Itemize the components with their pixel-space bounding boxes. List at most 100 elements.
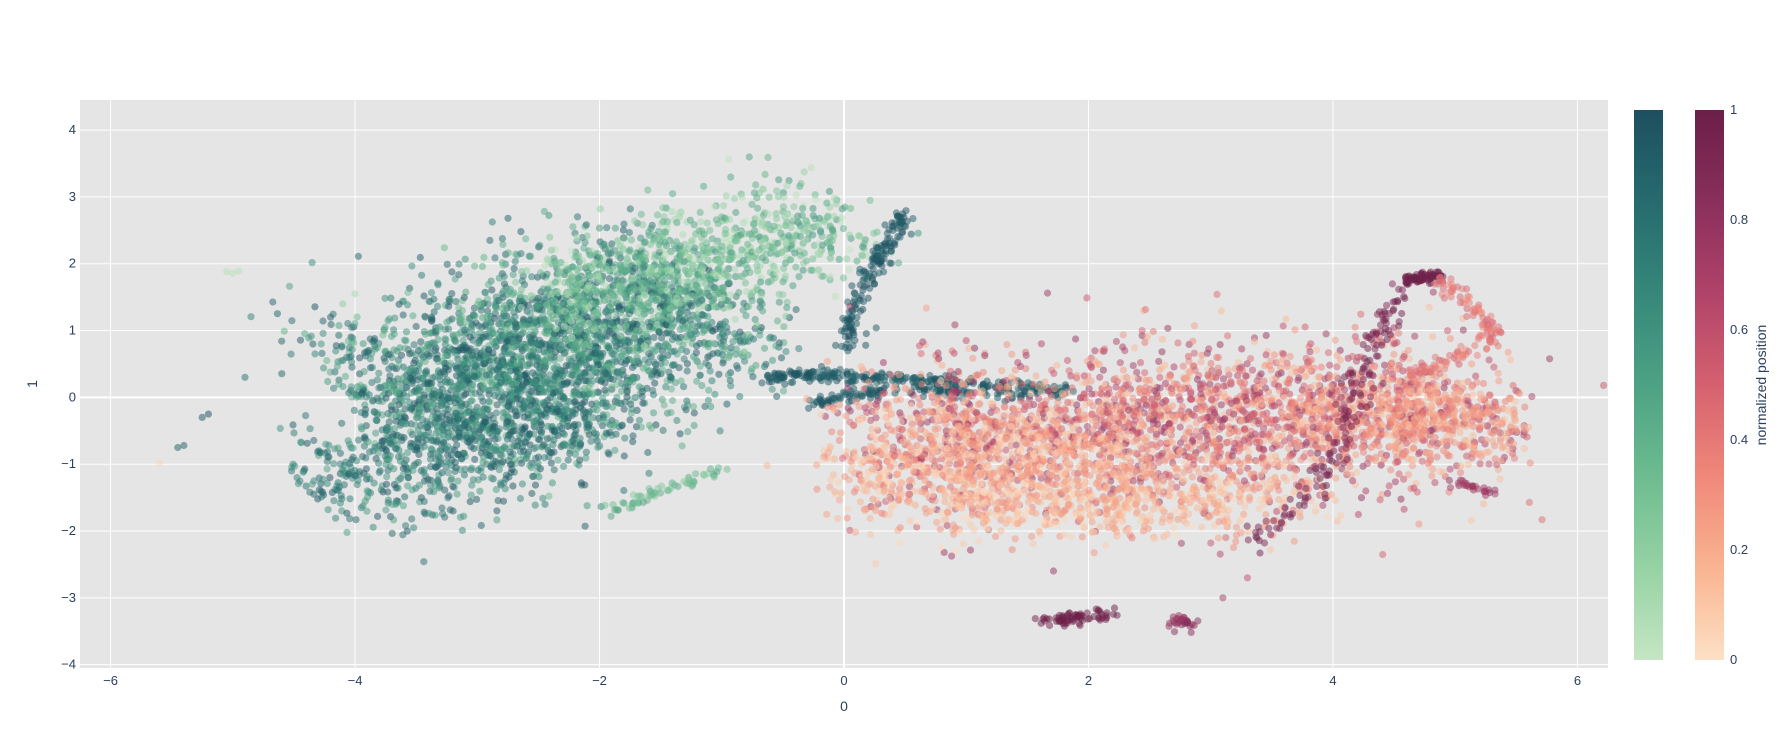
scatter-point: [328, 321, 335, 328]
scatter-point: [587, 438, 594, 445]
scatter-point: [691, 244, 698, 251]
scatter-point: [359, 453, 366, 460]
scatter-point: [386, 425, 393, 432]
scatter-point: [463, 365, 470, 372]
scatter-point: [1600, 382, 1607, 389]
scatter-point: [783, 182, 790, 189]
scatter-point: [514, 443, 521, 450]
scatter-point: [436, 376, 443, 383]
scatter-point: [608, 300, 615, 307]
scatter-point: [690, 261, 697, 268]
scatter-point: [639, 393, 646, 400]
scatter-point: [721, 214, 728, 221]
scatter-point: [423, 367, 430, 374]
scatter-point: [661, 278, 668, 285]
scatter-point: [288, 351, 295, 358]
scatter-point: [500, 262, 507, 269]
scatter-point: [473, 411, 480, 418]
scatter-point: [725, 354, 732, 361]
scatter-point: [846, 316, 853, 323]
scatter-point: [548, 247, 555, 254]
scatter-point: [601, 387, 608, 394]
scatter-point: [452, 394, 459, 401]
scatter-point: [553, 363, 560, 370]
scatter-point: [289, 421, 296, 428]
scatter-point: [421, 498, 428, 505]
scatter-point: [330, 385, 337, 392]
scatter-point: [725, 371, 732, 378]
scatter-point: [478, 394, 485, 401]
scatter-point: [528, 273, 535, 280]
scatter-point: [367, 335, 374, 342]
scatter-point: [435, 336, 442, 343]
scatter-point: [486, 377, 493, 384]
scatter-point: [797, 233, 804, 240]
scatter-point: [1062, 381, 1069, 388]
scatter-point: [534, 407, 541, 414]
scatter-point: [412, 422, 419, 429]
scatter-point: [867, 197, 874, 204]
scatter-point: [319, 489, 326, 496]
scatter-point: [482, 353, 489, 360]
scatter-point: [720, 202, 727, 209]
scatter-point: [452, 338, 459, 345]
scatter-point: [758, 379, 765, 386]
scatter-point: [420, 292, 427, 299]
scatter-point: [642, 250, 649, 257]
scatter-point: [668, 374, 675, 381]
scatter-point: [847, 378, 854, 385]
scatter-point: [468, 326, 475, 333]
scatter-point: [355, 437, 362, 444]
scatter-point: [454, 355, 461, 362]
scatter-point: [730, 226, 737, 233]
scatter-point: [458, 313, 465, 320]
scatter-point: [873, 244, 880, 251]
scatter-point: [319, 317, 326, 324]
scatter-point: [539, 495, 546, 502]
scatter-point: [480, 254, 487, 261]
scatter-point: [419, 355, 426, 362]
scatter-point: [419, 375, 426, 382]
scatter-point: [696, 372, 703, 379]
scatter-point: [740, 257, 747, 264]
scatter-point: [669, 397, 676, 404]
scatter-point: [404, 367, 411, 374]
scatter-point: [235, 268, 242, 275]
scatter-point: [433, 464, 440, 471]
scatter-point: [523, 455, 530, 462]
scatter-point: [575, 274, 582, 281]
scatter-point: [444, 452, 451, 459]
scatter-point: [749, 373, 756, 380]
scatter-point: [445, 303, 452, 310]
scatter-point: [527, 293, 534, 300]
scatter-point: [677, 286, 684, 293]
scatter-point: [447, 506, 454, 513]
scatter-point: [751, 227, 758, 234]
scatter-point: [586, 431, 593, 438]
scatter-point: [693, 343, 700, 350]
scatter-point: [409, 377, 416, 384]
scatter-point: [650, 409, 657, 416]
scatter-point: [421, 328, 428, 335]
scatter-point: [507, 469, 514, 476]
scatter-point: [601, 379, 608, 386]
scatter-point: [819, 397, 826, 404]
scatter-point: [444, 261, 451, 268]
scatter-point: [274, 310, 281, 317]
scatter-point: [574, 213, 581, 220]
scatter-point: [902, 223, 909, 230]
scatter-point: [735, 289, 742, 296]
scatter-point: [899, 378, 906, 385]
scatter-point: [592, 310, 599, 317]
scatter-point: [527, 310, 534, 317]
scatter-point: [544, 279, 551, 286]
scatter-point: [520, 448, 527, 455]
scatter-point: [608, 384, 615, 391]
scatter-point: [334, 363, 341, 370]
scatter-point: [582, 239, 589, 246]
scatter-point: [339, 357, 346, 364]
scatter-point: [392, 418, 399, 425]
scatter-point: [479, 263, 486, 270]
scatter-point: [496, 275, 503, 282]
